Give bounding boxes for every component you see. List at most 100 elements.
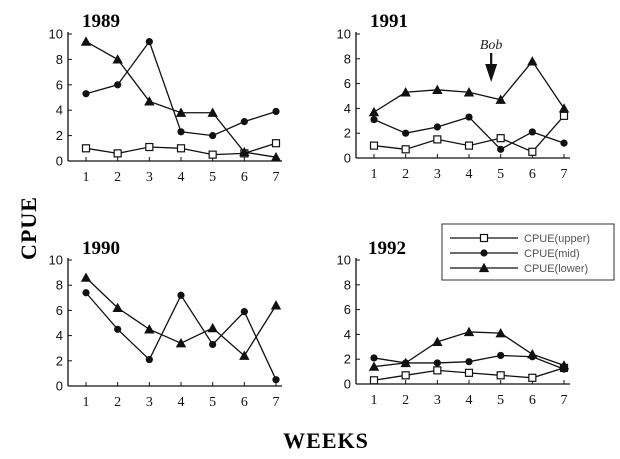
- series-mid: [370, 113, 568, 153]
- x-tick-label: 5: [497, 393, 504, 408]
- data-point-mid: [497, 145, 505, 153]
- data-point-upper: [464, 141, 474, 150]
- series-lower: [80, 36, 282, 162]
- y-tick-label: 2: [56, 128, 63, 143]
- data-point-upper: [81, 144, 91, 153]
- x-tick-label: 7: [273, 170, 280, 185]
- data-point-lower: [432, 84, 443, 94]
- annotation-label: Bob: [480, 38, 503, 53]
- panel-title: 1989: [82, 11, 120, 32]
- data-point-mid: [177, 291, 185, 299]
- y-tick-label: 4: [344, 327, 351, 342]
- x-tick-label: 1: [83, 395, 90, 410]
- data-point-lower: [270, 300, 282, 310]
- x-tick-label: 1: [83, 170, 90, 185]
- x-tick-label: 5: [209, 395, 216, 410]
- legend-marker-lower: [478, 262, 490, 273]
- x-tick-label: 6: [241, 170, 248, 185]
- data-point-mid: [465, 358, 473, 366]
- x-tick-label: 7: [273, 395, 280, 410]
- data-point-lower: [558, 360, 570, 370]
- y-tick-label: 10: [337, 27, 351, 42]
- y-axis-label: CPUE: [16, 196, 41, 260]
- legend-entry-mid: CPUE(mid): [450, 248, 580, 260]
- y-tick-label: 0: [344, 377, 351, 392]
- y-tick-label: 4: [56, 103, 63, 118]
- data-point-mid: [370, 115, 378, 124]
- data-point-mid: [465, 113, 473, 121]
- data-point-mid: [433, 359, 441, 367]
- y-tick-label: 8: [344, 277, 351, 292]
- legend-marker-mid: [480, 249, 488, 257]
- x-tick-label: 3: [434, 393, 441, 408]
- series-line-lower: [85, 41, 277, 158]
- x-tick-label: 2: [114, 395, 121, 410]
- data-point-upper: [528, 373, 537, 382]
- panel-title: 1991: [370, 11, 408, 32]
- data-point-upper: [369, 141, 379, 150]
- data-point-mid: [114, 81, 122, 89]
- data-point-mid: [433, 123, 441, 131]
- x-tick-label: 3: [434, 167, 441, 182]
- x-tick-label: 4: [178, 170, 185, 185]
- data-point-lower: [270, 151, 282, 162]
- data-point-lower: [432, 336, 443, 346]
- y-tick-label: 8: [56, 278, 63, 293]
- data-point-upper: [528, 147, 537, 156]
- data-point-lower: [112, 302, 123, 313]
- data-point-upper: [271, 139, 281, 148]
- data-point-lower: [463, 326, 475, 337]
- data-point-upper: [496, 134, 505, 143]
- data-point-lower: [239, 350, 250, 360]
- data-point-lower: [400, 357, 411, 368]
- data-point-lower: [527, 56, 538, 66]
- data-point-mid: [528, 128, 536, 136]
- data-point-upper: [401, 371, 410, 380]
- data-point-mid: [497, 351, 505, 360]
- data-point-upper: [433, 366, 442, 375]
- data-point-lower: [175, 107, 187, 117]
- data-point-mid: [177, 128, 185, 136]
- x-tick-label: 7: [561, 167, 568, 182]
- y-tick-label: 10: [49, 27, 63, 42]
- data-point-lower: [175, 337, 187, 348]
- data-point-upper: [401, 145, 410, 154]
- x-tick-label: 6: [529, 393, 536, 408]
- data-point-lower: [495, 327, 506, 338]
- legend-label: CPUE(upper): [524, 233, 590, 245]
- y-tick-label: 2: [344, 352, 351, 367]
- data-point-lower: [144, 324, 155, 334]
- y-tick-label: 6: [56, 77, 63, 92]
- data-point-mid: [272, 107, 280, 116]
- y-tick-label: 10: [49, 253, 63, 268]
- y-tick-label: 0: [344, 151, 351, 166]
- series-lower: [80, 272, 282, 360]
- x-tick-label: 4: [178, 395, 185, 410]
- data-point-upper: [369, 376, 379, 385]
- data-point-mid: [560, 139, 568, 147]
- x-axis-label: WEEKS: [283, 428, 369, 453]
- data-point-upper: [496, 371, 505, 380]
- series-line-mid: [85, 292, 277, 380]
- y-tick-label: 6: [56, 303, 63, 318]
- data-point-lower: [112, 54, 123, 64]
- data-point-lower: [80, 272, 92, 282]
- legend-box: [441, 223, 615, 281]
- data-point-upper: [464, 368, 474, 377]
- data-point-mid: [370, 354, 378, 362]
- series-upper: [81, 139, 281, 159]
- data-point-lower: [368, 106, 380, 117]
- y-tick-label: 10: [337, 253, 351, 268]
- y-tick-label: 6: [344, 76, 351, 91]
- annotation-arrow-head: [485, 64, 498, 82]
- y-tick-label: 0: [56, 379, 63, 394]
- data-point-mid: [209, 132, 217, 140]
- data-point-mid: [240, 118, 248, 126]
- data-point-mid: [145, 38, 153, 46]
- x-tick-label: 4: [466, 393, 473, 408]
- series-upper: [369, 111, 569, 156]
- data-point-lower: [207, 322, 218, 333]
